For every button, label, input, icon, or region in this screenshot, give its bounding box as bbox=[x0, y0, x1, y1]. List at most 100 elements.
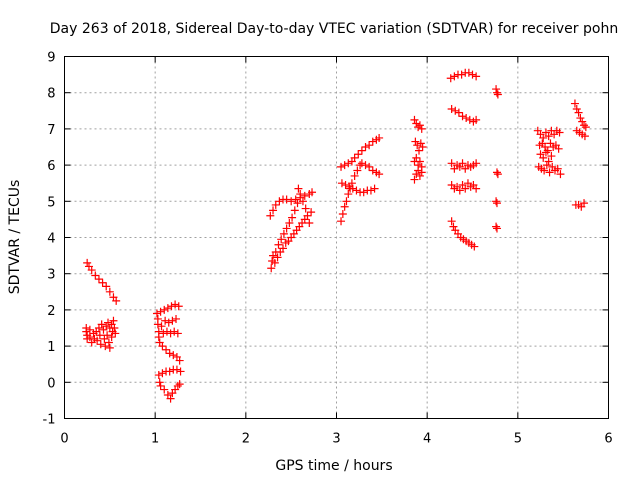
data-point bbox=[352, 186, 361, 195]
x-tick-label: 6 bbox=[604, 432, 612, 447]
data-point bbox=[492, 197, 501, 206]
x-tick-label: 1 bbox=[151, 432, 159, 447]
data-point bbox=[274, 240, 283, 249]
data-point bbox=[472, 72, 481, 81]
data-point bbox=[340, 161, 349, 170]
data-point bbox=[451, 106, 460, 115]
data-point bbox=[413, 141, 422, 150]
data-point bbox=[337, 162, 346, 171]
data-point bbox=[176, 367, 185, 376]
data-point bbox=[417, 124, 426, 133]
data-point bbox=[580, 199, 589, 208]
data-point bbox=[175, 356, 184, 365]
data-point bbox=[574, 108, 583, 117]
data-point bbox=[337, 217, 346, 226]
grid bbox=[64, 56, 609, 419]
data-point bbox=[87, 266, 96, 275]
data-point bbox=[296, 190, 305, 199]
y-tick-labels: -1 0 1 2 3 4 5 6 7 8 9 bbox=[43, 51, 56, 428]
data-point bbox=[170, 327, 179, 336]
x-tick-label: 0 bbox=[60, 432, 68, 447]
data-point bbox=[160, 385, 169, 394]
data-point bbox=[375, 170, 384, 179]
data-point bbox=[167, 302, 176, 311]
data-point bbox=[580, 121, 589, 130]
data-point bbox=[282, 195, 291, 204]
data-point bbox=[275, 197, 284, 206]
data-point bbox=[93, 336, 102, 345]
data-point bbox=[415, 157, 424, 166]
data-point bbox=[104, 318, 113, 327]
data-point bbox=[450, 72, 459, 81]
data-point bbox=[492, 222, 501, 231]
data-point bbox=[105, 343, 114, 352]
data-point bbox=[457, 70, 466, 79]
data-point bbox=[173, 381, 182, 390]
data-point bbox=[354, 150, 363, 159]
y-tick-label: 0 bbox=[47, 376, 55, 391]
data-point bbox=[341, 181, 350, 190]
data-point bbox=[166, 394, 175, 403]
data-point bbox=[285, 219, 294, 228]
data-point bbox=[447, 159, 456, 168]
x-tick-label: 3 bbox=[332, 432, 340, 447]
data-point bbox=[357, 159, 366, 168]
data-point bbox=[173, 329, 182, 338]
data-point bbox=[338, 209, 347, 218]
data-point bbox=[287, 197, 296, 206]
data-point bbox=[410, 175, 419, 184]
data-point bbox=[105, 287, 114, 296]
data-point bbox=[468, 70, 477, 79]
data-point bbox=[164, 318, 173, 327]
data-point bbox=[361, 161, 370, 170]
data-point bbox=[279, 229, 288, 238]
data-point bbox=[270, 258, 279, 267]
data-point bbox=[492, 168, 501, 177]
data-point bbox=[111, 329, 120, 338]
data-point bbox=[493, 90, 502, 99]
data-point bbox=[370, 184, 379, 193]
data-point bbox=[273, 253, 282, 262]
data-point bbox=[472, 115, 481, 124]
data-point bbox=[412, 153, 421, 162]
x-tick-label: 4 bbox=[423, 432, 431, 447]
data-point bbox=[470, 242, 479, 251]
data-point bbox=[418, 143, 427, 151]
data-point bbox=[449, 222, 458, 231]
data-point bbox=[168, 316, 177, 325]
data-point bbox=[308, 188, 317, 197]
data-point bbox=[171, 300, 180, 309]
data-point bbox=[288, 213, 297, 222]
data-point bbox=[447, 104, 456, 113]
y-tick-label: 3 bbox=[47, 268, 55, 283]
data-point bbox=[492, 199, 501, 208]
data-point bbox=[544, 132, 553, 141]
x-axis-label: GPS time / hours bbox=[275, 458, 392, 474]
data-point bbox=[368, 137, 377, 146]
data-point bbox=[464, 68, 473, 77]
data-point bbox=[101, 342, 110, 351]
data-point bbox=[357, 146, 366, 155]
data-point bbox=[175, 380, 184, 389]
data-point bbox=[158, 369, 167, 378]
data-point bbox=[157, 322, 166, 331]
data-point bbox=[576, 114, 585, 123]
data-point bbox=[340, 202, 349, 211]
data-point bbox=[103, 331, 112, 340]
x-tick-label: 5 bbox=[514, 432, 522, 447]
y-tick-label: 2 bbox=[47, 304, 55, 319]
x-tick-labels: 0 1 2 3 4 5 6 bbox=[60, 432, 612, 447]
data-point bbox=[294, 184, 303, 193]
data-point bbox=[277, 235, 286, 244]
data-point bbox=[279, 244, 288, 253]
data-point bbox=[307, 208, 316, 217]
data-point bbox=[153, 320, 162, 329]
data-point bbox=[98, 278, 107, 287]
data-point bbox=[165, 349, 174, 358]
data-point bbox=[85, 325, 94, 334]
data-point bbox=[83, 258, 92, 267]
data-point bbox=[158, 342, 167, 351]
data-point bbox=[342, 197, 351, 206]
data-point bbox=[454, 108, 463, 117]
data-point bbox=[169, 351, 178, 360]
